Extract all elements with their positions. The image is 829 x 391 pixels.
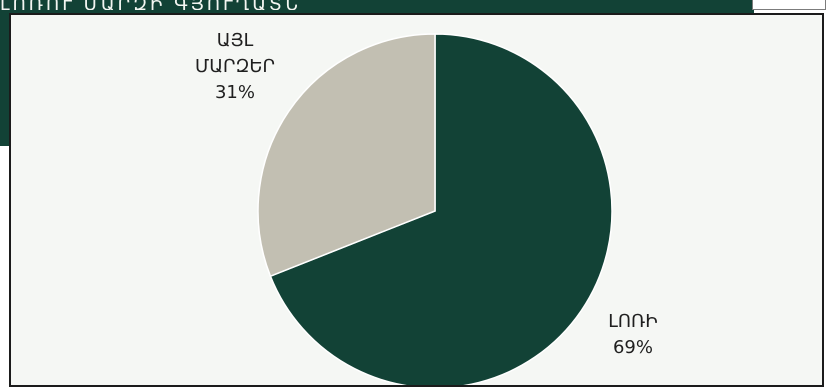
pie-value-other-regions: 31% (215, 82, 255, 103)
pie-label-line-lori-1: ԼՈՌԻ (608, 311, 657, 332)
chart-card: ԼՈՌԻ 69% ԱՅԼ ՄԱՐԶԵՐ 31% (9, 13, 824, 387)
header-title: ԼՈՌՈՒ ՄԱՐԶԻ ԳՅՈՒՂԱՏՆՏԵՍՈՒԹՅՈՒՆ (0, 0, 300, 10)
pie-slice-lori (269, 33, 613, 385)
pie-slice-other-regions (257, 33, 436, 278)
pie-slices (257, 33, 613, 385)
pie-label-lori: ԼՈՌԻ 69% (608, 311, 657, 358)
right-frame (752, 0, 826, 10)
pie-label-line-other-regions-2: ՄԱՐԶԵՐ (195, 56, 275, 77)
pie-labels: ԼՈՌԻ 69% ԱՅԼ ՄԱՐԶԵՐ 31% (195, 30, 658, 358)
pie-value-lori: 69% (613, 337, 653, 358)
pie-label-line-other-regions-1: ԱՅԼ (217, 30, 254, 51)
pie-chart: ԼՈՌԻ 69% ԱՅԼ ՄԱՐԶԵՐ 31% (11, 15, 822, 385)
pie-label-other-regions: ԱՅԼ ՄԱՐԶԵՐ 31% (195, 30, 275, 103)
